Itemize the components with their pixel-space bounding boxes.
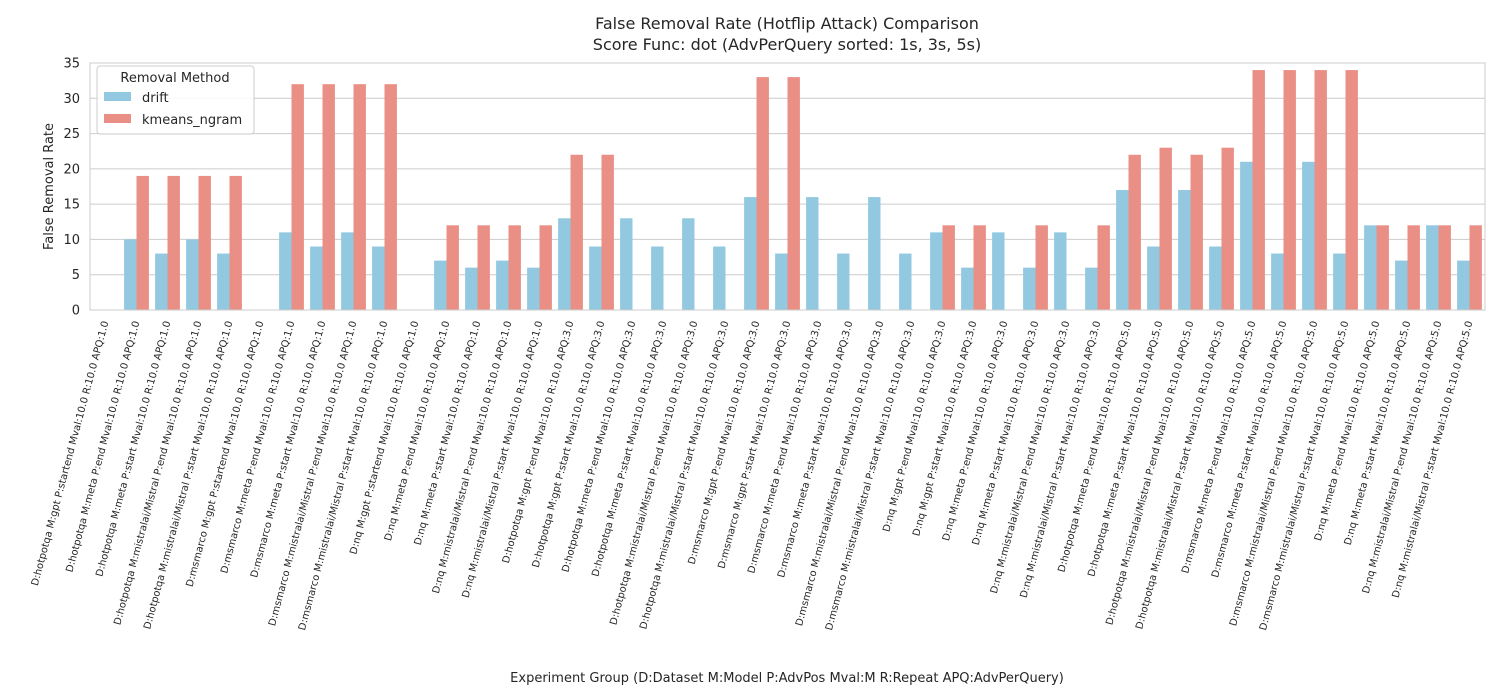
bar-kmeans-ngram [1035,225,1048,310]
bar-drift [1364,225,1377,310]
bar-drift [744,197,757,310]
y-tick-label: 20 [63,162,80,177]
bar-kmeans-ngram [477,225,490,310]
bar-kmeans-ngram [1097,225,1110,310]
bar-drift [775,253,788,310]
bar-drift [589,246,602,310]
bar-kmeans-ngram [229,175,242,310]
bar-drift [465,267,478,310]
bar-drift [1271,253,1284,310]
bar-kmeans-ngram [508,225,521,310]
bar-drift [961,267,974,310]
y-axis-label: False Removal Rate [42,123,57,250]
bar-drift [310,246,323,310]
bar-drift [279,232,292,310]
bar-drift [806,197,819,310]
bar-kmeans-ngram [353,84,366,311]
bar-kmeans-ngram [601,154,614,310]
bar-drift [1426,225,1439,310]
bar-drift [713,246,726,310]
bar-drift [434,260,447,310]
bar-drift [1209,246,1222,310]
bar-kmeans-ngram [570,154,583,310]
bar-drift [1147,246,1160,310]
bar-drift [155,253,168,310]
bar-drift [837,253,850,310]
y-tick-label: 25 [63,127,80,142]
bar-kmeans-ngram [446,225,459,310]
bar-kmeans-ngram [1376,225,1389,310]
bar-drift [1457,260,1470,310]
bar-drift [899,253,912,310]
bar-kmeans-ngram [1221,147,1234,310]
bar-drift [1116,190,1129,310]
bar-drift [124,239,137,310]
bar-kmeans-ngram [167,175,180,310]
bar-kmeans-ngram [1128,154,1141,310]
bar-kmeans-ngram [1252,70,1265,310]
bar-kmeans-ngram [1190,154,1203,310]
legend: Removal Method drift kmeans_ngram [96,65,255,135]
bar-drift [1178,190,1191,310]
legend-title: Removal Method [120,71,229,86]
bar-drift [341,232,354,310]
y-tick-label: 10 [63,233,80,248]
bar-kmeans-ngram [198,175,211,310]
bar-kmeans-ngram [1283,70,1296,310]
y-tick-label: 30 [63,92,80,107]
bar-kmeans-ngram [1345,70,1358,310]
y-tick-label: 35 [63,57,80,72]
bar-drift [558,218,571,310]
bar-drift [1054,232,1067,310]
bar-kmeans-ngram [539,225,552,310]
bar-drift [1240,161,1253,310]
legend-swatch-drift [104,92,131,101]
legend-label-kmeans-ngram: kmeans_ngram [142,113,242,128]
bar-drift [1023,267,1036,310]
bar-kmeans-ngram [1438,225,1451,310]
bar-drift [1395,260,1408,310]
y-axis-ticks: 0 5 10 15 20 25 30 35 [63,57,80,319]
bar-drift [1302,161,1315,310]
bar-drift [682,218,695,310]
bar-drift [496,260,509,310]
bar-drift [620,218,633,310]
bar-drift [217,253,230,310]
bar-kmeans-ngram [1159,147,1172,310]
bar-kmeans-ngram [1314,70,1327,310]
bar-kmeans-ngram [1469,225,1482,310]
bar-drift [1333,253,1346,310]
bar-drift [527,267,540,310]
bar-drift [1085,267,1098,310]
y-tick-label: 0 [72,304,80,319]
y-tick-label: 15 [63,198,80,213]
bar-drift [186,239,199,310]
bar-drift [930,232,943,310]
bars [124,70,1482,311]
bar-drift [372,246,385,310]
bar-kmeans-ngram [973,225,986,310]
bar-kmeans-ngram [942,225,955,310]
x-axis-label: Experiment Group (D:Dataset M:Model P:Ad… [510,671,1064,686]
bar-kmeans-ngram [787,77,800,310]
bar-kmeans-ngram [291,84,304,311]
bar-kmeans-ngram [384,84,397,311]
bar-drift [651,246,664,310]
bar-drift [868,197,881,310]
bar-kmeans-ngram [756,77,769,310]
plot-frame [89,62,1486,311]
legend-box [96,65,255,135]
y-tick-label: 5 [72,268,80,283]
chart-subtitle: Score Func: dot (AdvPerQuery sorted: 1s,… [593,35,981,54]
bar-kmeans-ngram [322,84,335,311]
legend-label-drift: drift [142,91,169,106]
bar-drift [992,232,1005,310]
chart-title: False Removal Rate (Hotflip Attack) Comp… [595,14,979,33]
bar-kmeans-ngram [1407,225,1420,310]
legend-swatch-kmeans-ngram [104,114,131,123]
bar-kmeans-ngram [136,175,149,310]
